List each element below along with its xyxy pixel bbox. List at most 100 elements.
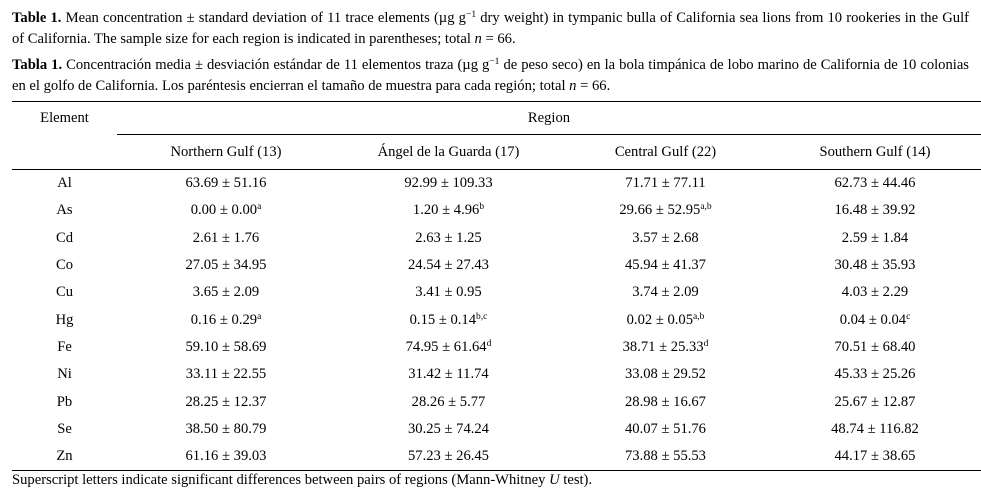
mean-sd-value: 74.95 ± 61.64 [405,338,487,355]
element-name-cell: Cu [55,284,74,301]
value-cell: 28.26 ± 5.77 [335,388,562,415]
element-name-cell: Ni [57,366,72,383]
table-label: Table 1. [12,10,62,26]
column-header-central-gulf: Central Gulf (22) [562,134,769,170]
mean-sd-value: 38.71 ± 25.33 [622,338,704,355]
mean-sd-value: 30.48 ± 35.93 [834,257,916,274]
caption-text: Concentración media ± desviación estánda… [66,57,490,73]
value-cell: 45.33 ± 25.26 [769,361,981,388]
mean-sd-value: 27.05 ± 34.95 [185,257,267,274]
value-cell: 73.88 ± 55.53 [562,442,769,472]
mean-sd-value: 3.65 ± 2.09 [192,284,260,301]
element-header: Element [40,109,89,126]
significance-superscript: a [257,311,262,322]
element-name-cell: Zn [12,442,117,472]
mean-sd-value: 0.16 ± 0.29 [190,311,258,328]
mean-sd-value: 29.66 ± 52.95 [619,202,701,219]
footnote-u: U [549,472,560,488]
value-cell: 2.59 ± 1.84 [769,225,981,252]
value-cell: 63.69 ± 51.16 [117,170,335,198]
mean-sd-value: 0.00 ± 0.00 [190,202,258,219]
mean-sd-value: 3.57 ± 2.68 [632,229,699,246]
element-name-cell: Co [55,257,74,274]
mean-sd-value: 38.50 ± 80.79 [185,420,267,437]
value-cell: 3.65 ± 2.09 [117,279,335,306]
mean-sd-value: 0.04 ± 0.04 [839,311,907,328]
element-header-spacer [12,134,117,170]
column-header-southern-gulf: Southern Gulf (14) [769,134,981,170]
mean-sd-value: 28.25 ± 12.37 [185,393,267,410]
value-cell: 3.57 ± 2.68 [562,225,769,252]
value-cell: 70.51 ± 68.40 [769,334,981,361]
caption-text: dry weight) in tympanic bulla of Califor… [12,10,969,47]
significance-superscript: a [257,202,262,213]
caption-text: de peso seco) en la bola timpánica de lo… [12,57,969,94]
column-header-row: Northern Gulf (13) Ángel de la Guarda (1… [12,134,981,170]
significance-superscript: b [479,202,485,213]
value-cell: 30.48 ± 35.93 [769,252,981,279]
value-cell: 62.73 ± 44.46 [769,170,981,198]
mean-sd-value: 2.63 ± 1.25 [415,229,482,246]
mean-sd-value: 3.41 ± 0.95 [415,284,482,301]
value-cell: 61.16 ± 39.03 [117,442,335,472]
table-row: Co 27.05 ± 34.95 24.54 ± 27.43 45.94 ± 41.3… [12,252,981,279]
value-cell: 44.17 ± 38.65 [769,442,981,472]
element-name-cell: Hg [55,311,74,328]
mean-sd-value: 33.11 ± 22.55 [185,366,267,383]
table-row: Cu 3.65 ± 2.09 3.41 ± 0.95 3.74 ± 2.09 4.03 … [12,279,981,306]
mean-sd-value: 0.15 ± 0.14 [409,311,477,328]
header-row: Element Region [12,102,981,135]
caption-english: Table 1. Mean concentration ± standard d… [12,0,969,50]
table-row: Fe 59.10 ± 58.69 74.95 ± 61.64d 38.71 ± 25.… [12,334,981,361]
value-cell: 2.63 ± 1.25 [335,225,562,252]
mean-sd-value: 4.03 ± 2.29 [841,284,909,301]
table-row: Zn 61.16 ± 39.03 57.23 ± 26.45 73.88 ± 55.5… [12,442,981,472]
mean-sd-value: 28.98 ± 16.67 [625,393,706,410]
table-row: Hg 0.16 ± 0.29a 0.15 ± 0.14b,c 0.02 ± 0.05a… [12,306,981,333]
mean-sd-value: 44.17 ± 38.65 [834,448,916,465]
significance-superscript: d [703,338,709,349]
unit-exponent: −1 [465,10,477,20]
mean-sd-value: 24.54 ± 27.43 [408,257,489,274]
value-cell: 4.03 ± 2.29 [769,279,981,306]
value-cell: 27.05 ± 34.95 [117,252,335,279]
table-row: Cd 2.61 ± 1.76 2.63 ± 1.25 3.57 ± 2.68 2.59 … [12,225,981,252]
value-cell: 1.20 ± 4.96b [335,197,562,224]
table-footnote: Superscript letters indicate significant… [12,470,592,490]
table-row: As 0.00 ± 0.00a 1.20 ± 4.96b 29.66 ± 52.95a… [12,197,981,224]
value-cell: 38.50 ± 80.79 [117,416,335,443]
value-cell: 28.25 ± 12.37 [117,388,335,415]
mean-sd-value: 63.69 ± 51.16 [185,175,267,192]
element-name-cell: As [56,202,73,219]
mean-sd-value: 45.33 ± 25.26 [834,366,916,383]
mean-sd-value: 70.51 ± 68.40 [834,338,916,355]
mean-sd-value: 0.02 ± 0.05 [626,311,694,328]
significance-superscript: d [486,338,492,349]
mean-sd-value: 48.74 ± 116.82 [831,420,919,437]
table-row: Pb 28.25 ± 12.37 28.26 ± 5.77 28.98 ± 16.67… [12,388,981,415]
value-cell: 57.23 ± 26.45 [335,442,562,472]
value-cell: 0.02 ± 0.05a,b [562,306,769,333]
mean-sd-value: 73.88 ± 55.53 [625,448,706,465]
column-header-angel-de-la-guarda: Ángel de la Guarda (17) [335,134,562,170]
value-cell: 48.74 ± 116.82 [769,416,981,443]
unit-exponent: −1 [489,57,500,67]
table-row: Se 38.50 ± 80.79 30.25 ± 74.24 40.07 ± 51.7… [12,416,981,443]
element-name-cell: Al [57,175,72,192]
table-label: Tabla 1. [12,57,63,73]
value-cell: 40.07 ± 51.76 [562,416,769,443]
significance-superscript: c [906,311,911,322]
mean-sd-value: 57.23 ± 26.45 [408,448,489,465]
element-name-cell: Se [57,420,72,437]
value-cell: 71.71 ± 77.11 [562,170,769,198]
caption-text: = 66. [576,78,611,94]
mean-sd-value: 16.48 ± 39.92 [834,202,916,219]
caption-text: Mean concentration ± standard deviation … [65,10,466,26]
mean-sd-value: 61.16 ± 39.03 [185,448,267,465]
value-cell: 0.16 ± 0.29a [117,306,335,333]
value-cell: 0.00 ± 0.00a [117,197,335,224]
value-cell: 2.61 ± 1.76 [117,225,335,252]
mean-sd-value: 1.20 ± 4.96 [412,202,480,219]
value-cell: 30.25 ± 74.24 [335,416,562,443]
top-rule [12,101,981,102]
